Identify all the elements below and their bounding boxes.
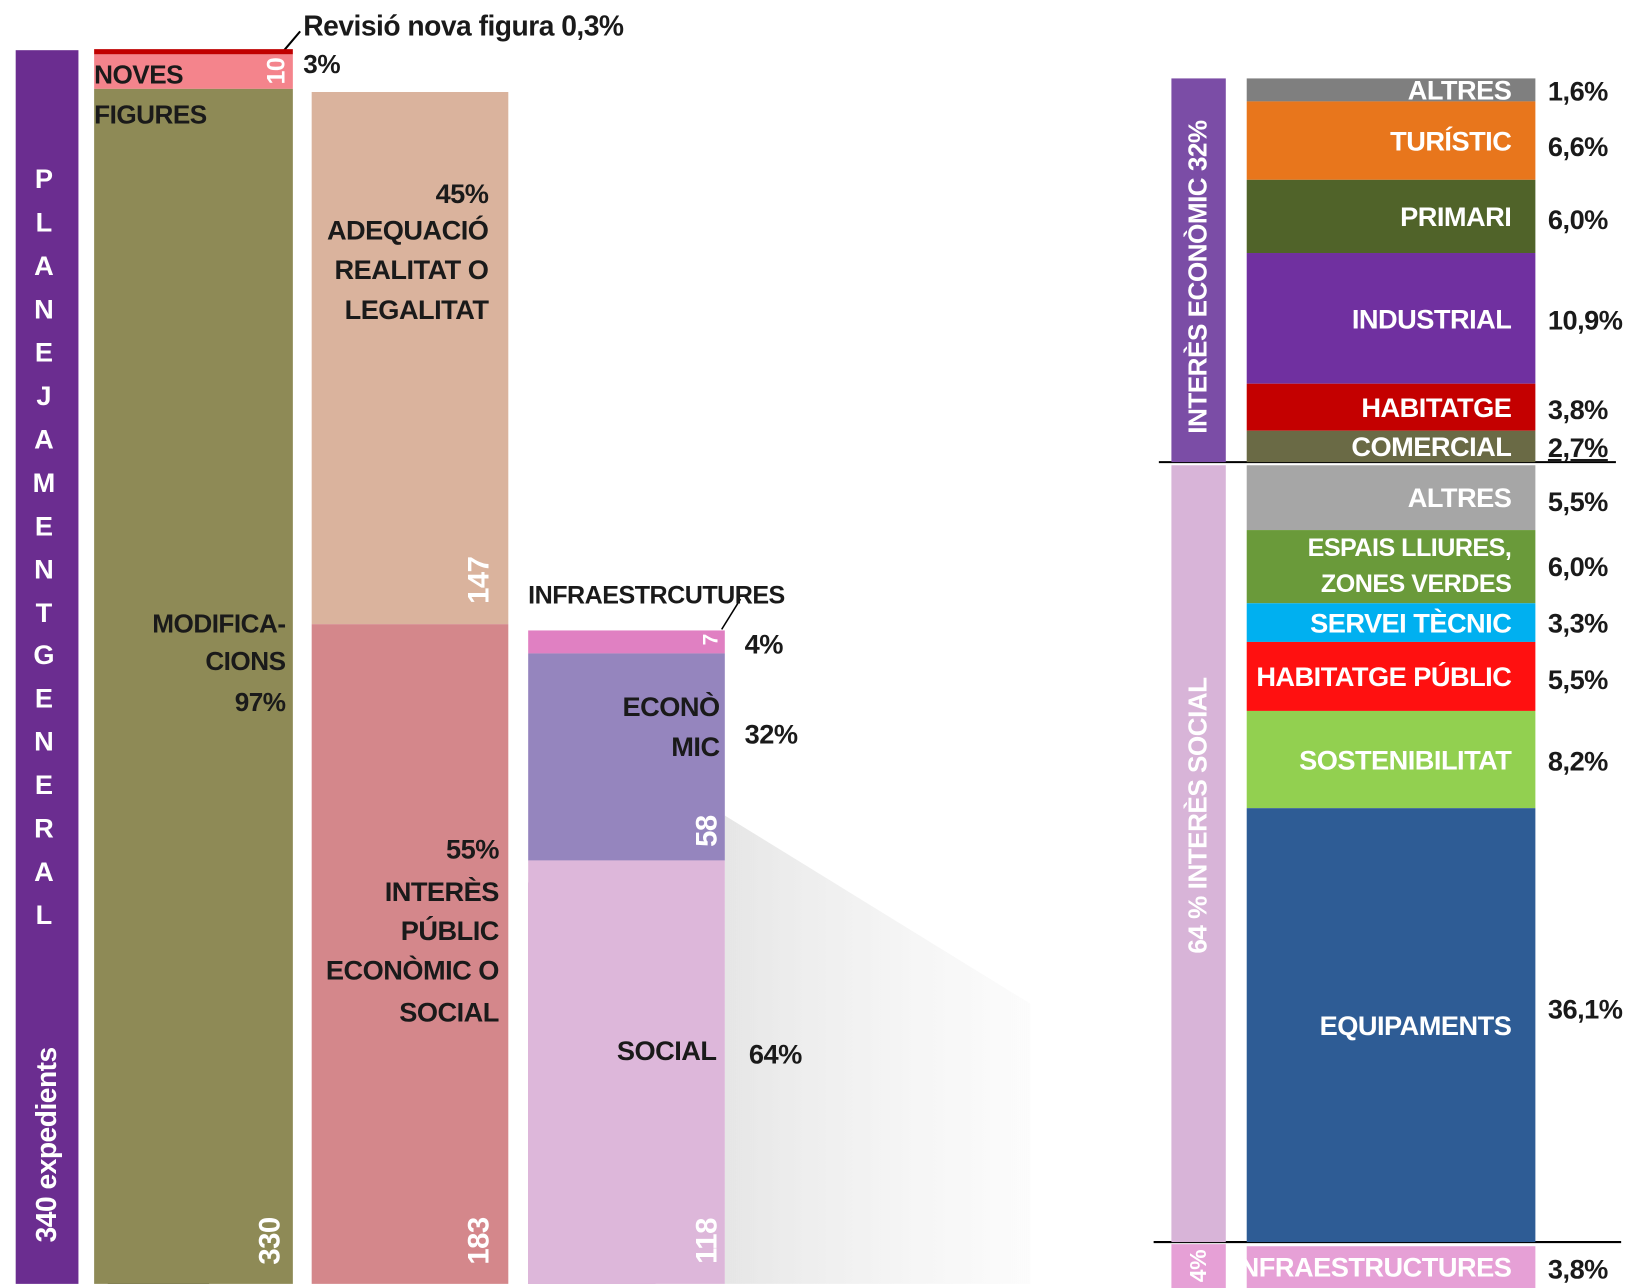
breakdown-segment [1246, 101, 1536, 180]
social-segment [528, 860, 725, 1284]
infra-axis [1171, 1244, 1226, 1288]
segment-percent: 6,0% [1547, 203, 1608, 236]
noves-segment [94, 54, 293, 89]
breakdown-segment [1246, 430, 1536, 463]
segment-count: 7 [699, 634, 723, 646]
breakdown-segment [1246, 179, 1536, 254]
segment-percent: 3,8% [1547, 394, 1608, 426]
segment-label: SOSTENIBILITAT [1299, 743, 1512, 776]
segment-label: 97% [234, 687, 286, 717]
leader-line [721, 598, 742, 630]
infra-segment [528, 630, 725, 654]
segment-percent: 1,6% [1547, 75, 1608, 107]
segment-label: INFRAESTRUCTURES [1232, 1251, 1512, 1283]
breakdown-segment [1246, 603, 1536, 642]
segment-count: 118 [690, 1218, 723, 1264]
breakdown-segment [1246, 383, 1536, 431]
segment-label: ECONÒ [622, 691, 720, 723]
axis-label: INTERÈS ECONÒMIC 32% [1183, 120, 1213, 434]
segment-label: INTERÈS [384, 876, 500, 908]
segment-label: LEGALITAT [344, 293, 489, 326]
note-label: Revisió nova figura 0,3% [303, 9, 624, 42]
breakdown-segment [1246, 808, 1536, 1243]
segment-label: HABITATGE PÚBLIC [1256, 660, 1512, 693]
leader-line [281, 30, 301, 53]
segment-count: 10 [262, 57, 291, 85]
breakdown-segment [1246, 530, 1536, 604]
segment-count: 147 [462, 556, 495, 604]
social-axis [1171, 465, 1226, 1243]
note-percent: 3% [303, 49, 341, 79]
segment-count: 330 [253, 1217, 286, 1265]
segment-percent: 10,9% [1547, 304, 1623, 336]
segment-label: MIC [671, 730, 720, 763]
side-title-word: GENERAL [28, 638, 60, 943]
segment-label: EQUIPAMENTS [1319, 1009, 1512, 1041]
fade-shape [724, 815, 1031, 1284]
interes-segment [311, 624, 509, 1284]
segment-label: ZONES VERDES [1320, 569, 1512, 599]
segment-label: ALTRES [1407, 74, 1512, 106]
economic-axis [1171, 78, 1226, 463]
axis-label: 64 % INTERÈS SOCIAL [1183, 677, 1213, 954]
segment-label: 55% [446, 833, 499, 865]
segment-label: MODIFICA- [152, 609, 286, 639]
segment-label: INDUSTRIAL [1351, 302, 1512, 335]
modificacions-segment [94, 88, 293, 1284]
segment-percent: 6,6% [1547, 130, 1608, 163]
total-label: 340 expedients [30, 1047, 63, 1243]
segment-label: REALITAT O [334, 254, 489, 286]
segment-percent: 5,5% [1547, 486, 1608, 518]
segment-percent: 8,2% [1547, 745, 1608, 777]
segment-percent: 5,5% [1547, 663, 1608, 696]
segment-label: ECONÒMIC O [325, 954, 500, 986]
segment-percent: 4% [744, 628, 784, 660]
segment-count: 58 [690, 815, 723, 847]
breakdown-segment [1246, 1246, 1536, 1288]
breakdown-segment [1246, 641, 1536, 711]
breakdown-segment [1246, 710, 1536, 809]
segment-percent: 64% [748, 1038, 802, 1070]
segment-label: SOCIAL [399, 996, 499, 1028]
adequacio-segment [311, 92, 509, 625]
revision-strip [94, 49, 293, 55]
segment-label: INFRAESTRCUTURES [528, 581, 785, 610]
segment-label: SERVEI TÈCNIC [1310, 606, 1512, 639]
segment-label: PRIMARI [1400, 200, 1512, 233]
side-bar [15, 50, 79, 1284]
breakdown-segment [1246, 465, 1536, 531]
segment-count: 183 [462, 1217, 495, 1265]
segment-label: COMERCIAL [1351, 430, 1512, 463]
segment-label: CIONS [205, 646, 286, 676]
segment-label: ALTRES [1407, 481, 1512, 514]
segment-percent: 3,8% [1547, 1253, 1608, 1285]
segment-label: ADEQUACIÓ [326, 214, 489, 246]
breakdown-segment [1246, 78, 1536, 102]
economic-segment [528, 653, 725, 861]
segment-percent: 2,7% [1547, 431, 1608, 464]
segment-label: PÚBLIC [400, 914, 500, 947]
segment-percent: 36,1% [1547, 993, 1623, 1025]
segment-label: TURÍSTIC [1390, 124, 1512, 157]
segment-percent: 3,3% [1547, 607, 1608, 639]
segment-label: NOVES [94, 60, 184, 90]
segment-label: 45% [435, 177, 489, 210]
segment-label: HABITATGE [1361, 391, 1512, 423]
segment-percent: 32% [744, 718, 798, 750]
side-title-word: PLANEJAMENT [28, 163, 60, 641]
segment-label: FIGURES [94, 99, 207, 130]
breakdown-segment [1246, 253, 1536, 384]
segment-label: ESPAIS LLIURES, [1307, 534, 1512, 563]
segment-percent: 6,0% [1547, 550, 1608, 583]
segment-label: SOCIAL [616, 1035, 717, 1067]
